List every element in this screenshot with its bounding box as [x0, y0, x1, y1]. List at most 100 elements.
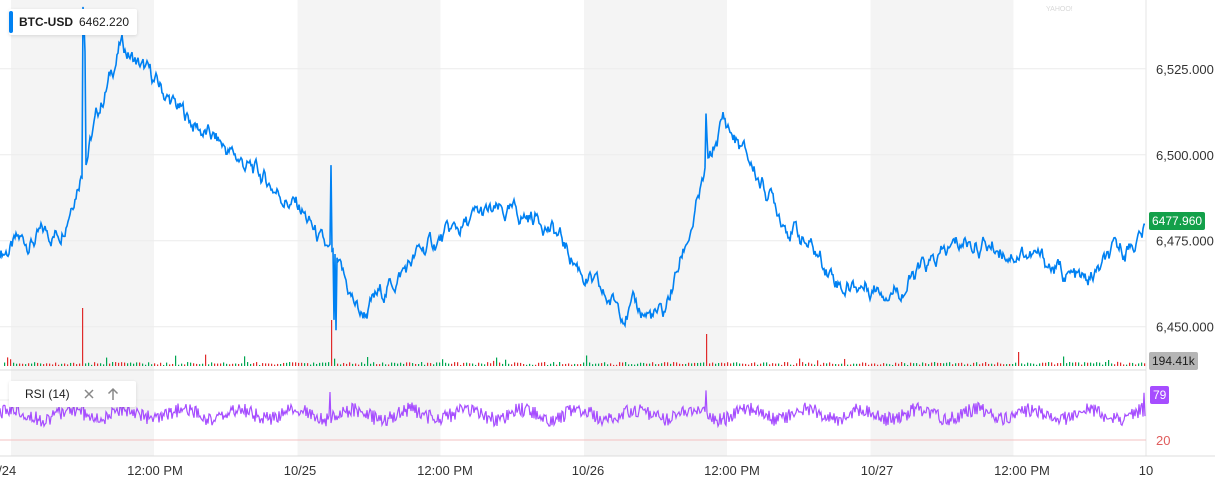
volume-bar — [835, 364, 837, 366]
volume-bar — [100, 363, 102, 366]
volume-bar — [1138, 363, 1140, 366]
volume-bar — [841, 363, 843, 366]
volume-bar — [1054, 364, 1056, 366]
volume-bar — [850, 364, 852, 366]
volume-bar — [955, 363, 957, 366]
volume-bar — [517, 362, 519, 366]
volume-bar — [928, 364, 930, 366]
volume-bar — [451, 363, 453, 366]
volume-bar — [994, 364, 996, 366]
rsi-series-line — [0, 388, 1146, 429]
volume-bar — [46, 363, 48, 366]
volume-bar — [1033, 363, 1035, 366]
volume-bar — [1069, 362, 1071, 366]
price-legend[interactable]: BTC-USD 6462.220 — [9, 9, 138, 35]
volume-bar — [694, 362, 696, 366]
volume-bar — [961, 362, 963, 366]
volume-bar — [769, 364, 771, 366]
volume-bar — [334, 358, 336, 366]
volume-bar — [649, 363, 651, 366]
volume-bar — [388, 364, 390, 366]
volume-bar — [4, 362, 6, 366]
volume-bar — [772, 363, 774, 366]
volume-bar — [571, 364, 573, 366]
volume-bar — [1126, 364, 1128, 366]
volume-bar — [619, 362, 621, 366]
x-tick-label: 10/24 — [0, 463, 16, 478]
x-tick-label: 12:00 PM — [127, 463, 183, 478]
volume-bar — [508, 363, 510, 366]
volume-bar — [250, 363, 252, 366]
volume-bar — [346, 363, 348, 366]
close-icon[interactable] — [82, 387, 96, 401]
volume-bar — [535, 364, 537, 366]
rsi-legend[interactable]: RSI (14) — [9, 381, 136, 407]
volume-bar — [541, 362, 543, 366]
volume-bar — [985, 362, 987, 366]
volume-bar — [1120, 362, 1122, 366]
volume-bar — [1039, 363, 1041, 366]
volume-bar — [901, 362, 903, 366]
volume-bar — [610, 363, 612, 366]
volume-bar — [229, 364, 231, 366]
volume-bar — [580, 364, 582, 366]
volume-bar — [418, 363, 420, 366]
rsi-tick-20: 20 — [1156, 433, 1170, 448]
volume-bar — [247, 362, 249, 366]
volume-bar — [1099, 362, 1101, 366]
volume-bar — [133, 363, 135, 366]
volume-bar — [472, 363, 474, 366]
volume-bar — [1129, 362, 1131, 366]
volume-bar — [391, 362, 393, 366]
volume-bar — [190, 362, 192, 366]
volume-bar — [37, 362, 39, 366]
volume-bar — [1132, 362, 1134, 366]
volume-bar — [703, 362, 705, 366]
volume-bar — [760, 363, 762, 366]
volume-bar — [526, 364, 528, 366]
volume-bar — [676, 362, 678, 366]
volume-bar — [883, 363, 885, 366]
volume-bar — [226, 363, 228, 366]
arrow-up-icon[interactable] — [106, 387, 120, 401]
volume-bar — [817, 360, 819, 366]
volume-bar — [895, 362, 897, 366]
rsi-label: RSI (14) — [25, 387, 70, 401]
volume-bar — [964, 364, 966, 366]
volume-bar — [124, 362, 126, 366]
volume-bar — [196, 363, 198, 366]
volume-bar — [664, 362, 666, 366]
volume-bar — [373, 362, 375, 366]
volume-bar — [34, 362, 36, 366]
volume-bar — [820, 364, 822, 366]
volume-bar — [757, 364, 759, 366]
volume-bar — [814, 364, 816, 366]
volume-bar — [241, 363, 243, 366]
volume-bar — [79, 363, 81, 366]
series-color-swatch — [9, 11, 13, 33]
volume-bar — [967, 363, 969, 366]
volume-bar — [91, 364, 93, 366]
volume-bar — [1048, 362, 1050, 366]
volume-bar — [31, 363, 33, 366]
volume-bar — [691, 363, 693, 366]
volume-bar — [538, 362, 540, 366]
volume-bar — [475, 364, 477, 366]
volume-bar — [268, 363, 270, 366]
volume-bar — [109, 363, 111, 366]
volume-bar — [532, 364, 534, 366]
volume-bar — [481, 363, 483, 366]
price-series-line — [0, 6, 1145, 331]
volume-bar — [832, 363, 834, 366]
volume-bar — [313, 362, 315, 366]
volume-bar — [823, 362, 825, 366]
volume-bar — [739, 363, 741, 366]
volume-bar — [1081, 364, 1083, 366]
volume-bar — [838, 364, 840, 366]
volume-bar — [166, 362, 168, 366]
volume-bar — [1030, 363, 1032, 366]
volume-bar — [796, 363, 798, 366]
volume-bar — [874, 363, 876, 366]
volume-bar — [976, 362, 978, 366]
